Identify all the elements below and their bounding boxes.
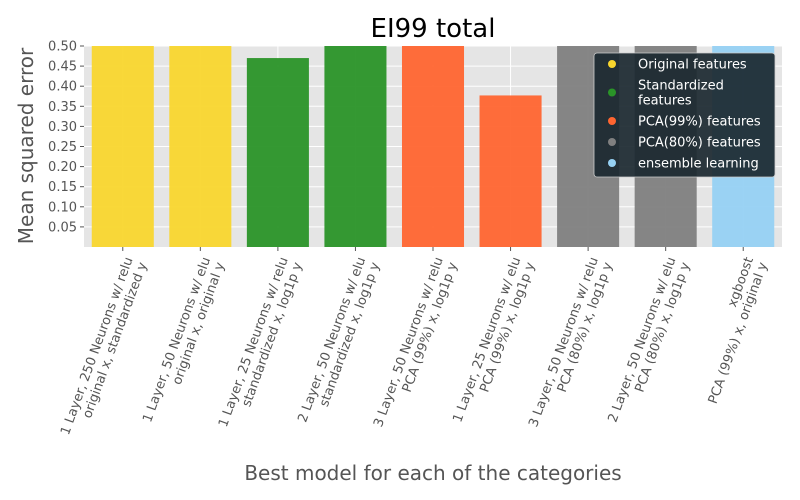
- legend-label: Original features: [638, 58, 747, 73]
- y-tick-label: 0.25: [48, 140, 77, 155]
- y-tick-label: 0.30: [48, 120, 77, 135]
- bar: [401, 46, 465, 247]
- legend-label-line: PCA(80%) features: [638, 136, 761, 151]
- svg-text:xgboostPCA (99%) x, original y: xgboostPCA (99%) x, original y: [692, 255, 771, 406]
- legend-marker: [608, 60, 616, 68]
- legend-marker: [608, 159, 616, 167]
- y-tick-label: 0.40: [48, 80, 77, 95]
- legend-label-line: PCA(99%) features: [638, 115, 761, 130]
- y-tick-label: 0.10: [48, 200, 77, 215]
- legend-label-line: ensemble learning: [638, 157, 759, 172]
- legend-box: [593, 52, 776, 178]
- legend-marker: [608, 138, 616, 146]
- legend-marker: [608, 117, 616, 125]
- y-axis-label: Mean squared error: [14, 47, 38, 244]
- x-axis-label: Best model for each of the categories: [244, 461, 621, 485]
- svg-text:3 Layer, 50 Neurons w/ reluPCA: 3 Layer, 50 Neurons w/ reluPCA (99%) x, …: [371, 255, 461, 434]
- x-tick-label: 3 Layer, 50 Neurons w/ reluPCA (99%) x, …: [371, 255, 461, 434]
- svg-text:2 Layer, 50 Neurons w/ elustan: 2 Layer, 50 Neurons w/ elustandardized x…: [295, 255, 383, 430]
- y-tick-label: 0.35: [48, 100, 77, 115]
- legend-label: Standardized features: [638, 79, 724, 109]
- legend-label: PCA(80%) features: [638, 136, 761, 151]
- x-tick-label: 2 Layer, 50 Neurons w/ eluPCA (80%) x, l…: [606, 255, 694, 430]
- y-tick-label: 0.45: [48, 60, 77, 75]
- x-tick-label: xgboostPCA (99%) x, original y: [692, 255, 771, 406]
- bar: [91, 46, 154, 247]
- x-tick-label-line: 1 Layer, 25 Neurons w/ elu: [450, 255, 524, 424]
- bar: [169, 46, 232, 247]
- x-tick-label: 1 Layer, 25 Neurons w/ relustandardized …: [216, 255, 306, 434]
- legend-label-line: Original features: [638, 58, 747, 73]
- x-tick-label: 2 Layer, 50 Neurons w/ elustandardized x…: [295, 255, 383, 430]
- legend-label-line: Standardized: [638, 79, 724, 94]
- x-ticks: 1 Layer, 250 Neurons w/ reluoriginal x, …: [58, 247, 771, 442]
- legend-label-line: features: [638, 94, 692, 109]
- chart-title: EI99 total: [371, 14, 496, 44]
- legend-marker: [608, 88, 616, 97]
- x-tick-label: 3 Layer, 50 Neurons w/ reluPCA (80%) x, …: [526, 255, 616, 434]
- svg-text:1 Layer, 250 Neurons w/ reluor: 1 Layer, 250 Neurons w/ reluoriginal x, …: [58, 255, 151, 442]
- svg-text:1 Layer, 25 Neurons w/ eluPCA: 1 Layer, 25 Neurons w/ eluPCA (99%) x, l…: [450, 255, 538, 430]
- svg-text:1 Layer, 50 Neurons w/ eluorig: 1 Layer, 50 Neurons w/ eluoriginal x, or…: [140, 255, 228, 430]
- x-tick-label-line: 3 Layer, 50 Neurons w/ relu: [526, 255, 602, 429]
- legend: Original features Standardized features PCA…: [593, 52, 776, 178]
- y-tick-label: 0.15: [48, 180, 77, 195]
- x-tick-label: 1 Layer, 50 Neurons w/ eluoriginal x, or…: [140, 255, 228, 430]
- x-tick-label-line: 3 Layer, 50 Neurons w/ relu: [371, 255, 447, 429]
- x-tick-label: 1 Layer, 250 Neurons w/ reluoriginal x, …: [58, 255, 151, 442]
- legend-label: ensemble learning: [638, 157, 759, 172]
- x-tick-label-line: 2 Layer, 50 Neurons w/ elu: [606, 255, 680, 424]
- y-tick-label: 0.50: [48, 40, 77, 55]
- bar: [246, 58, 309, 248]
- legend-label: PCA(99%) features: [638, 115, 761, 130]
- x-tick-label-line: 1 Layer, 50 Neurons w/ elu: [140, 255, 214, 424]
- svg-text:2 Layer, 50 Neurons w/ eluPCA: 2 Layer, 50 Neurons w/ eluPCA (80%) x, l…: [606, 255, 694, 430]
- bar: [479, 95, 542, 247]
- y-ticks: 0.05 0.10 0.15 0.20 0.25 0.30 0.35 0.40 0.45 0.50: [48, 40, 84, 235]
- bars: [91, 46, 775, 248]
- svg-text:1 Layer, 25 Neurons w/ relusta: 1 Layer, 25 Neurons w/ relustandardized …: [216, 255, 306, 434]
- svg-text:3 Layer, 50 Neurons w/ reluPCA: 3 Layer, 50 Neurons w/ reluPCA (80%) x, …: [526, 255, 616, 434]
- y-tick-label: 0.05: [48, 220, 77, 235]
- x-tick-label: 1 Layer, 25 Neurons w/ eluPCA (99%) x, l…: [450, 255, 538, 430]
- y-tick-label: 0.20: [48, 160, 77, 175]
- bar: [324, 46, 387, 247]
